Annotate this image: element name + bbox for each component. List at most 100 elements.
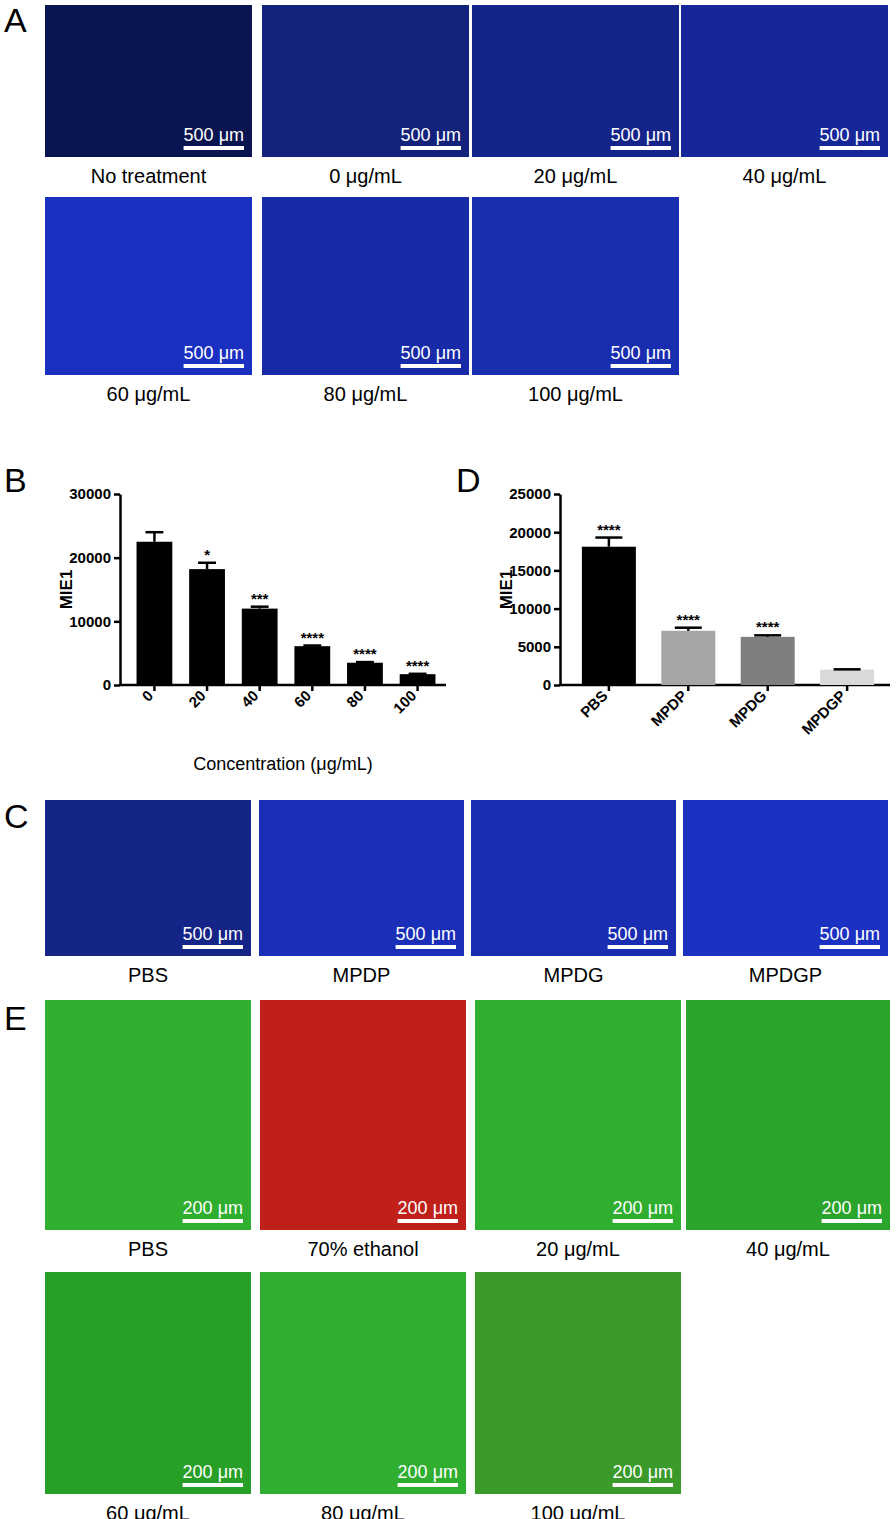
y-axis-title: MIE1 [497, 570, 516, 610]
bar [661, 631, 715, 685]
scale-bar-label: 500 μm [611, 125, 671, 145]
error-bar [251, 607, 269, 609]
micrograph-image [45, 5, 252, 157]
scale-bar-label: 200 μm [183, 1198, 243, 1218]
y-axis: 0 10000 20000 30000 [69, 485, 120, 693]
bar [820, 670, 874, 685]
y-tick: 0 [543, 676, 560, 693]
micrograph-image [681, 5, 888, 157]
scale-bar-label: 200 μm [398, 1198, 458, 1218]
significance-label: **** [756, 618, 780, 635]
error-bar [145, 532, 163, 542]
x-tick-mark [846, 685, 849, 691]
micrograph: 200 μm [686, 1000, 890, 1230]
y-tick-mark [114, 621, 120, 624]
error-bar [675, 628, 702, 631]
scale-bar [401, 146, 461, 150]
y-tick: 0 [103, 676, 120, 693]
y-tick-mark [554, 646, 560, 649]
x-tick-label: 60 [290, 687, 314, 711]
micrograph-image [45, 800, 251, 956]
x-tick-mark [416, 685, 419, 691]
micrograph-image [260, 1272, 466, 1494]
micrograph: 500 μm [472, 5, 679, 157]
scale-bar-label: 500 μm [820, 924, 880, 944]
y-tick-label: 20000 [69, 549, 111, 566]
micrograph: 500 μm [472, 197, 679, 375]
image-caption: PBS [128, 964, 168, 986]
y-tick: 25000 [509, 485, 560, 502]
micrograph: 500 μm [45, 800, 251, 956]
x-tick: 40 [238, 685, 262, 711]
bar [347, 663, 383, 685]
micrograph: 500 μm [262, 197, 469, 375]
micrograph: 500 μm [259, 800, 464, 956]
image-caption: 60 μg/mL [106, 1502, 190, 1519]
micrograph: 500 μm [683, 800, 888, 956]
x-axis: 0 20 40 60 80 100 [120, 685, 446, 717]
y-tick: 20000 [69, 549, 120, 566]
plot-area [137, 532, 436, 685]
x-tick-label: 80 [343, 687, 367, 711]
x-tick-mark [311, 685, 314, 691]
y-tick: 30000 [69, 485, 120, 502]
image-caption: 100 μg/mL [528, 383, 623, 405]
bar [400, 674, 436, 685]
micrograph: 200 μm [45, 1272, 251, 1494]
scale-bar-label: 500 μm [396, 924, 456, 944]
image-caption: 0 μg/mL [329, 165, 402, 187]
image-caption: 80 μg/mL [324, 383, 408, 405]
micrograph-image [686, 1000, 890, 1230]
micrograph: 500 μm [262, 5, 469, 157]
panel-letter: D [456, 461, 481, 499]
micrograph: 200 μm [260, 1000, 466, 1230]
y-tick-label: 0 [543, 676, 551, 693]
image-caption: 20 μg/mL [536, 1238, 620, 1260]
y-tick: 15000 [509, 562, 560, 579]
scale-bar [822, 1219, 882, 1223]
image-caption: 80 μg/mL [321, 1502, 405, 1519]
micrograph-image [471, 800, 676, 956]
x-tick: MPDP [647, 685, 690, 729]
image-caption: PBS [128, 1238, 168, 1260]
scale-bar [401, 364, 461, 368]
x-tick-mark [687, 685, 690, 691]
y-tick: 10000 [69, 613, 120, 630]
micrograph-image [259, 800, 464, 956]
error-bar-stem [608, 538, 611, 547]
x-tick: 60 [290, 685, 314, 711]
image-caption: 40 μg/mL [746, 1238, 830, 1260]
scale-bar-label: 500 μm [401, 125, 461, 145]
y-axis-title: MIE1 [57, 570, 76, 610]
scale-bar [183, 1219, 243, 1223]
x-axis: PBSMPDPMPDGMPDGP [560, 685, 890, 738]
bar [294, 646, 330, 685]
x-tick-label: 100 [390, 687, 420, 717]
x-tick-label: 20 [185, 687, 209, 711]
y-axis: 0500010000150002000025000 [509, 485, 560, 693]
scale-bar-label: 500 μm [820, 125, 880, 145]
scale-bar-label: 500 μm [184, 125, 244, 145]
x-tick: 80 [343, 685, 367, 711]
panel-letter: E [4, 999, 27, 1037]
micrograph-image [472, 5, 679, 157]
x-tick-label: 0 [138, 687, 156, 705]
y-tick-label: 30000 [69, 485, 111, 502]
error-bar-cap [145, 531, 163, 534]
significance-label: **** [301, 629, 325, 646]
error-bar [834, 669, 861, 670]
scale-bar-label: 200 μm [183, 1462, 243, 1482]
micrograph-image [45, 1272, 251, 1494]
scale-bar [396, 945, 456, 949]
bar-chart: B0100002000030000020406080100MIE1Concent… [4, 461, 446, 774]
micrograph: 500 μm [45, 5, 252, 157]
micrograph: 500 μm [45, 197, 252, 375]
scale-bar-label: 500 μm [183, 924, 243, 944]
y-tick-label: 0 [103, 676, 111, 693]
scale-bar-label: 500 μm [401, 343, 461, 363]
micrograph-image [262, 197, 469, 375]
y-tick-mark [114, 557, 120, 560]
y-axis-line [559, 495, 562, 686]
micrograph-image [683, 800, 888, 956]
y-tick-mark [554, 493, 560, 496]
